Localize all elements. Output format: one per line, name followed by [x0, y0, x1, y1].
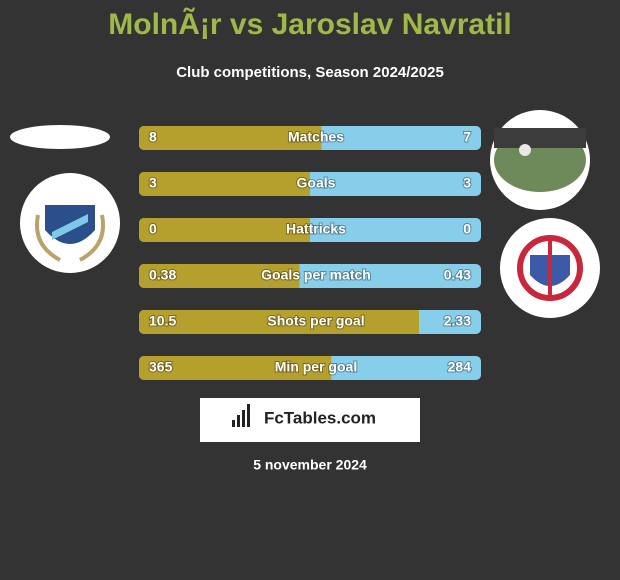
stat-rows: 8 7 Matches 3 3 Goals 0 0 Hattricks 0.38 0.43 Goals…: [139, 126, 481, 380]
right-value: 284: [448, 359, 472, 375]
stat-label: Goals per match: [261, 267, 371, 283]
team-logo-left: MTK: [20, 173, 120, 273]
left-value: 365: [149, 359, 173, 375]
subtitle: Club competitions, Season 2024/2025: [176, 64, 444, 81]
bar-left-join: [304, 218, 310, 242]
bar-left: [139, 126, 322, 150]
right-value: 0.43: [444, 267, 471, 283]
left-value: 0: [149, 221, 157, 237]
left-value: 3: [149, 175, 157, 191]
stat-label: Matches: [288, 129, 344, 145]
bar-left-join: [304, 172, 310, 196]
bar-left-join: [315, 126, 322, 150]
brand-box: [200, 398, 420, 442]
bar-left-join: [412, 310, 419, 334]
left-value: 10.5: [149, 313, 176, 329]
bar-left: [139, 356, 332, 380]
right-value: 0: [463, 221, 471, 237]
title: MolnÃ¡r vs Jaroslav Navratil: [108, 7, 512, 41]
team-logo-right: [500, 218, 600, 318]
player-badge: [10, 125, 110, 149]
brand: FcTables.com: [264, 408, 376, 427]
bar-left: [139, 172, 310, 196]
player-photo: [490, 110, 590, 210]
stat-label: Min per goal: [275, 359, 357, 375]
bar-left: [139, 264, 300, 288]
bar-left-join: [325, 356, 332, 380]
brand-icon: [232, 404, 250, 427]
stat-label: Hattricks: [286, 221, 346, 237]
left-value: 0.38: [149, 267, 176, 283]
right-value: 3: [463, 175, 471, 191]
stat-label: Goals: [297, 175, 336, 191]
bar-left: [139, 218, 310, 242]
left-value: 8: [149, 129, 157, 145]
bar-left: [139, 310, 419, 334]
bar-left-join: [293, 264, 300, 288]
stat-label: Shots per goal: [267, 313, 364, 329]
right-value: 7: [463, 129, 471, 145]
logo-text: MTK: [60, 192, 80, 202]
right-value: 2.33: [444, 313, 471, 329]
date: 5 november 2024: [253, 457, 367, 473]
